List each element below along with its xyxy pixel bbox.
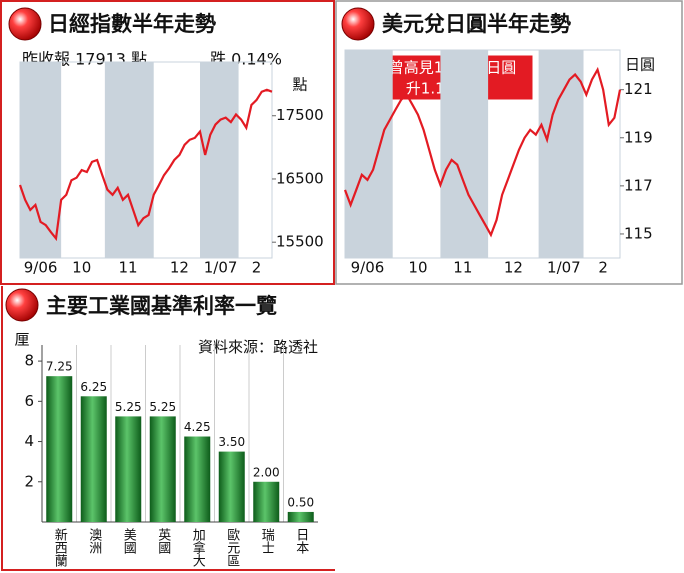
x-tick-label: 新西蘭 xyxy=(52,527,68,567)
plot-frame xyxy=(19,61,273,259)
line xyxy=(343,66,622,238)
x-tick-label: 歐元區 xyxy=(224,528,240,567)
x-tick-label: 1/07 xyxy=(204,259,238,277)
month-band xyxy=(200,62,239,258)
month-band xyxy=(440,50,489,258)
chart-title: 日經指數半年走勢 xyxy=(48,12,216,36)
month-band xyxy=(104,62,154,258)
x-tick-label: 日本 xyxy=(293,528,309,554)
x-tick-label: 9/06 xyxy=(351,259,385,277)
x-tick-label: 11 xyxy=(118,259,137,277)
y-tick-label: 117 xyxy=(624,176,653,194)
x-tick-label: 9/06 xyxy=(24,259,58,277)
bar xyxy=(253,481,280,522)
line xyxy=(18,88,273,242)
y-tick-label: 115 xyxy=(624,224,653,242)
x-tick-label: 瑞士 xyxy=(259,528,275,554)
x-tick-label: 2 xyxy=(252,259,262,277)
source-note: 資料來源：路透社 xyxy=(198,338,318,356)
bar xyxy=(80,396,107,522)
y-tick-label: 121 xyxy=(624,80,653,98)
x-tick-label: 1/07 xyxy=(547,259,581,277)
y-tick-label: 4 xyxy=(24,432,34,450)
value-label: 4.25 xyxy=(184,420,211,434)
x-tick-label: 澳洲 xyxy=(86,527,102,554)
y-tick-label: 15500 xyxy=(276,233,324,251)
chart-title: 主要工業國基準利率一覽 xyxy=(46,294,277,318)
title-icon xyxy=(8,7,42,41)
chart-title: 美元兌日圓半年走勢 xyxy=(382,12,571,36)
bar xyxy=(46,376,73,522)
month-band xyxy=(538,50,584,258)
value-label: 2.00 xyxy=(253,465,280,479)
x-tick-label: 英國 xyxy=(155,528,171,554)
x-tick-label: 10 xyxy=(72,259,91,277)
y-tick-label: 8 xyxy=(24,352,34,370)
value-label: 5.25 xyxy=(149,400,176,414)
x-tick-label: 加拿大 xyxy=(190,528,206,567)
y-tick-label: 17500 xyxy=(276,106,324,124)
bar xyxy=(149,416,176,522)
y-axis-label: 厘 xyxy=(14,331,29,349)
x-tick-label: 12 xyxy=(170,259,189,277)
month-band xyxy=(20,62,62,258)
x-tick-label: 2 xyxy=(598,259,608,277)
plot-frame xyxy=(344,49,621,259)
value-label: 5.25 xyxy=(115,400,142,414)
x-tick-label: 11 xyxy=(453,259,472,277)
y-tick-label: 16500 xyxy=(276,169,324,187)
value-label: 3.50 xyxy=(218,435,245,449)
value-label: 7.25 xyxy=(46,360,73,374)
bar xyxy=(218,451,245,522)
y-axis-label: 日圓 xyxy=(625,56,655,74)
panel-frame xyxy=(335,0,683,285)
x-tick-label: 美國 xyxy=(121,528,137,554)
title-icon xyxy=(5,288,39,322)
x-tick-label: 10 xyxy=(408,259,427,277)
month-band xyxy=(345,50,393,258)
bar xyxy=(115,416,142,522)
value-label: 6.25 xyxy=(80,380,107,394)
panel-frame xyxy=(1,286,335,571)
y-axis-label: 點 xyxy=(292,76,307,94)
value-label: 0.50 xyxy=(287,495,314,509)
y-tick-label: 6 xyxy=(24,392,34,410)
title-icon xyxy=(341,7,375,41)
bar xyxy=(184,436,211,522)
bar xyxy=(287,511,314,522)
panel-frame xyxy=(0,0,335,285)
x-tick-label: 12 xyxy=(504,259,523,277)
y-tick-label: 119 xyxy=(624,128,653,146)
y-tick-label: 2 xyxy=(24,472,34,490)
